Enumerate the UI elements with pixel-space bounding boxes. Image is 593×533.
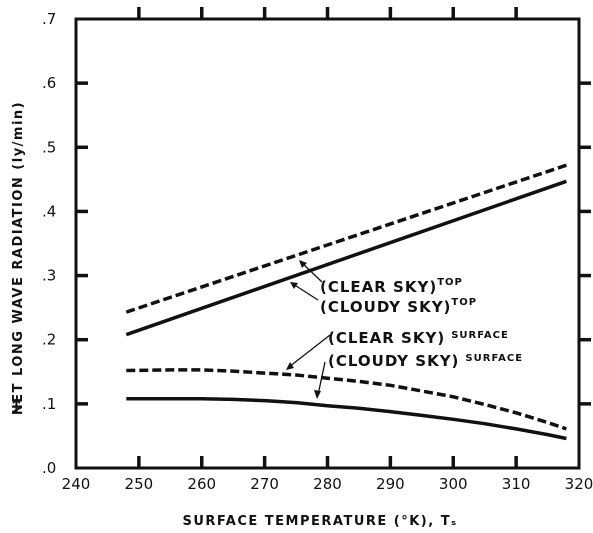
annotation-cloudy-sky-top: (CLOUDY SKY)TOP: [320, 297, 477, 316]
y-axis-arrow: →: [6, 397, 27, 414]
x-tick-label: 250: [125, 475, 154, 493]
annotation-clear-sky-top-main: (CLEAR SKY): [320, 278, 437, 296]
x-tick-label: 270: [250, 475, 279, 493]
series-line-2: [125, 179, 567, 337]
x-tick-label: 280: [313, 475, 342, 493]
annotation-cloudy-sky-surface-sup: SURFACE: [465, 353, 523, 364]
annotation-arrows: [286, 260, 331, 399]
y-tick-label: .7: [42, 10, 56, 28]
x-tick-label: 240: [62, 475, 91, 493]
y-tick-label: .0: [42, 459, 56, 477]
annotation-cloudy-sky-surface-main: (CLOUDY SKY): [328, 352, 459, 370]
y-axis-label: NET LONG WAVE RADIATION (ly/min): [11, 101, 26, 415]
series-line-4: [126, 396, 567, 441]
annotation-clear-sky-surface-sup: SURFACE: [451, 330, 509, 341]
x-tick-labels: 240 250 260 270 280 290 300 310 320: [62, 475, 593, 493]
x-axis-label: SURFACE TEMPERATURE (°K), Tₛ: [182, 514, 457, 529]
annotation-cloudy-sky-top-main: (CLOUDY SKY): [320, 298, 451, 316]
y-tick-label: .6: [42, 74, 56, 92]
series-lines: [125, 163, 567, 441]
annotation-cloudy-sky-surface: (CLOUDY SKY) SURFACE: [328, 352, 523, 370]
x-tick-label: 320: [565, 475, 593, 493]
y-tick-label: .1: [42, 395, 56, 413]
x-tick-label: 260: [187, 475, 216, 493]
y-tick-label: .2: [42, 331, 56, 349]
y-tick-label: .5: [42, 138, 56, 156]
annotation-clear-sky-top-sup: TOP: [437, 277, 463, 288]
series-line-3: [126, 368, 567, 431]
x-tick-label: 300: [439, 475, 468, 493]
cloudy-top-arrow: [292, 283, 319, 301]
annotation-clear-sky-top: (CLEAR SKY)TOP: [320, 277, 463, 296]
clear-surface-arrowhead: [286, 362, 294, 370]
x-tick-label: 290: [376, 475, 405, 493]
annotation-clear-sky-surface-main: (CLEAR SKY): [328, 329, 445, 347]
annotation-clear-sky-surface: (CLEAR SKY) SURFACE: [328, 329, 509, 347]
annotation-cloudy-sky-top-sup: TOP: [451, 297, 477, 308]
clear-surface-arrow: [288, 334, 331, 368]
y-tick-label: .4: [42, 202, 56, 220]
axis-ticks: [76, 7, 591, 468]
clear-top-arrowhead: [299, 260, 307, 268]
cloudy-top-arrowhead: [290, 282, 298, 289]
cloudy-surface-arrowhead: [314, 390, 321, 399]
y-tick-label: .3: [42, 267, 56, 285]
x-tick-label: 310: [502, 475, 531, 493]
y-tick-labels: .0 .1 .2 .3 .4 .5 .6 .7: [42, 10, 56, 477]
cloudy-surface-arrow: [317, 361, 326, 396]
